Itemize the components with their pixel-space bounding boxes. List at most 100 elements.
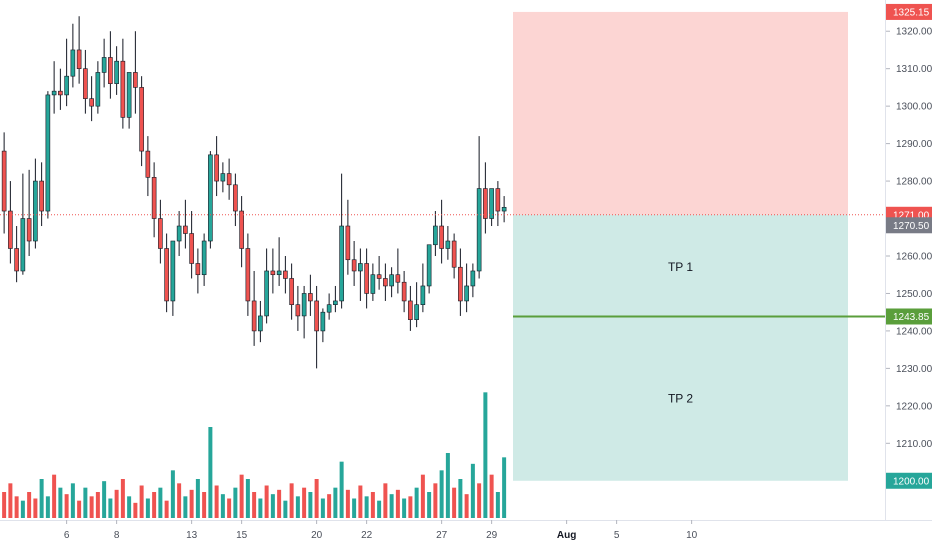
candle-up	[126, 72, 132, 118]
price-tick-label: 1290.00	[896, 139, 932, 150]
candle-up	[426, 244, 432, 287]
candle-up	[389, 274, 394, 287]
candle-up	[333, 300, 338, 305]
candle-down	[108, 57, 113, 84]
candle-up	[370, 274, 376, 294]
volume-bar	[183, 496, 188, 518]
time-tick-label: 5	[614, 530, 620, 541]
volume-bar	[464, 494, 469, 518]
candle-down	[189, 233, 194, 264]
volume-bar	[177, 483, 182, 518]
volume-bar	[327, 494, 332, 518]
candle-up	[489, 188, 494, 219]
stop-loss-zone[interactable]	[513, 11, 848, 215]
volume-bar	[170, 470, 175, 518]
candle-up	[45, 94, 51, 212]
candle-down	[39, 180, 44, 212]
volume-bar	[352, 498, 357, 518]
candle-down	[401, 281, 407, 302]
price-badge: 1243.85	[886, 308, 932, 325]
candle-up	[208, 154, 213, 242]
candle-down	[314, 300, 319, 332]
volume-bar	[495, 492, 500, 518]
candle-up	[101, 57, 107, 73]
price-badge-bg	[886, 3, 932, 20]
candle-down	[270, 270, 276, 276]
candle-down	[408, 300, 413, 320]
candle-down	[289, 278, 294, 305]
position-zones	[513, 11, 848, 481]
volume-bar	[245, 479, 250, 518]
volume-bar	[27, 492, 32, 518]
time-tick-label: 29	[486, 530, 498, 541]
volume-bar	[39, 479, 44, 518]
candle-down	[1, 150, 7, 212]
volume-bar	[202, 492, 207, 518]
candle-up	[64, 75, 69, 96]
volume-bar	[483, 392, 488, 518]
volume-bar	[389, 494, 394, 518]
candle-up	[414, 304, 419, 320]
candle-up	[464, 285, 469, 302]
time-tick-label: 6	[64, 530, 70, 541]
volume-bar	[295, 496, 300, 518]
take-profit-zone[interactable]	[513, 214, 848, 481]
candle-up	[51, 90, 57, 96]
candle-down	[495, 188, 501, 212]
candle-down	[295, 304, 301, 317]
price-tick-label: 1250.00	[896, 289, 932, 300]
volume-bar	[364, 496, 369, 518]
candle-up	[95, 72, 101, 107]
candle-up	[70, 49, 76, 77]
volume-bar	[270, 494, 275, 518]
volume-bar	[108, 498, 113, 518]
time-tick-label: 8	[114, 530, 120, 541]
price-tick-label: 1220.00	[896, 401, 932, 412]
volume-bar	[145, 498, 150, 518]
candle-down	[226, 173, 232, 186]
volume-bar	[95, 492, 100, 518]
candle-down	[120, 60, 126, 118]
candle-down	[383, 278, 388, 287]
volume-bar	[45, 496, 50, 518]
candle-down	[195, 263, 201, 276]
time-tick-label: 15	[236, 530, 248, 541]
volume-bar	[264, 485, 269, 518]
candle-down	[283, 270, 288, 279]
candle-up	[358, 263, 363, 272]
candle-down	[26, 218, 32, 242]
volume-bar	[395, 489, 400, 518]
volume-bar	[277, 489, 282, 518]
volume-bar	[58, 487, 63, 518]
volume-bar	[77, 500, 82, 518]
volume-bar	[320, 498, 325, 518]
volume-bar	[414, 487, 419, 518]
time-axis[interactable]: 6 8 13 15 20 22 27 29 Aug 5 10	[64, 520, 698, 541]
volume-bar	[164, 500, 169, 518]
volume-bar	[52, 474, 57, 518]
candle-down	[145, 150, 151, 178]
candle-down	[376, 274, 382, 279]
price-badge: 1325.15	[886, 3, 932, 20]
price-axis[interactable]: 1200.00 1210.00 1220.00 1230.00 1240.00 1250.…	[886, 27, 932, 488]
volume-bar	[452, 487, 457, 518]
candles	[1, 16, 507, 369]
zone-label-1: TP 1	[668, 260, 693, 274]
candle-up	[420, 285, 426, 305]
candle-up	[445, 240, 451, 249]
candle-down	[14, 248, 19, 272]
candle-down	[214, 154, 219, 182]
candle-down	[364, 263, 369, 294]
volume-bars	[2, 392, 507, 518]
volume-bar	[83, 487, 88, 518]
candle-up	[176, 225, 182, 242]
volume-bar	[33, 498, 38, 518]
candle-up	[320, 311, 326, 332]
price-badge-label: 1271.00	[893, 210, 930, 221]
volume-bar	[208, 427, 213, 518]
volume-bar	[227, 498, 232, 518]
candle-down	[345, 225, 351, 261]
price-tick-label: 1260.00	[896, 251, 932, 262]
volume-bar	[333, 487, 338, 518]
